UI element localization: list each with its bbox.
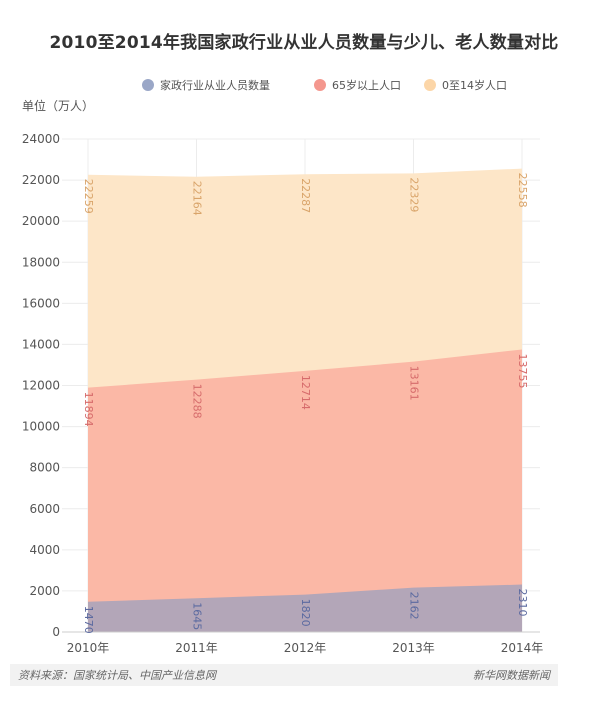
y-tick-label: 10000 <box>22 420 60 434</box>
y-tick-label: 4000 <box>29 543 60 557</box>
y-tick-label: 16000 <box>22 296 60 310</box>
data-label: 22329 <box>408 177 421 212</box>
y-tick-label: 12000 <box>22 379 60 393</box>
data-label: 22164 <box>191 181 204 216</box>
data-label: 22287 <box>299 178 312 213</box>
legend-marker <box>142 79 154 91</box>
data-label: 2310 <box>516 589 529 617</box>
data-label: 2162 <box>408 592 421 620</box>
y-tick-label: 24000 <box>22 132 60 146</box>
y-axis-title: 单位（万人） <box>22 98 94 113</box>
data-label: 13161 <box>408 366 421 401</box>
data-label: 1820 <box>299 599 312 627</box>
data-label: 11894 <box>82 392 95 427</box>
y-tick-label: 2000 <box>29 584 60 598</box>
legend-label: 0至14岁人口 <box>442 78 507 92</box>
y-tick-label: 20000 <box>22 214 60 228</box>
area-series-1 <box>88 349 522 632</box>
source-note: 资料来源：国家统计局、中国产业信息网 <box>18 669 216 682</box>
data-label: 12714 <box>299 375 312 410</box>
legend-label: 65岁以上人口 <box>332 78 401 92</box>
x-tick-label: 2014年 <box>501 641 544 655</box>
data-label: 12288 <box>191 384 204 419</box>
legend-marker <box>314 79 326 91</box>
x-tick-label: 2010年 <box>67 641 110 655</box>
y-tick-label: 0 <box>52 625 60 639</box>
data-label: 22259 <box>82 179 95 214</box>
area-chart: 22259 22164 22287 22329 22558 11894 12288 12714… <box>22 78 544 655</box>
y-tick-label: 18000 <box>22 255 60 269</box>
data-label: 13755 <box>516 353 529 388</box>
y-tick-label: 22000 <box>22 173 60 187</box>
area-series-2 <box>88 584 522 632</box>
data-label: 1645 <box>191 602 204 630</box>
legend-label: 家政行业从业人员数量 <box>160 78 270 92</box>
x-tick-label: 2013年 <box>392 641 435 655</box>
y-tick-label: 8000 <box>29 461 60 475</box>
footer-bar: 资料来源：国家统计局、中国产业信息网 新华网数据新闻 <box>10 664 558 686</box>
chart-title: 2010至2014年我国家政行业从业人员数量与少儿、老人数量对比 <box>49 33 559 53</box>
y-tick-label: 14000 <box>22 337 60 351</box>
x-tick-label: 2011年 <box>175 641 218 655</box>
legend-marker <box>424 79 436 91</box>
x-tick-label: 2012年 <box>284 641 327 655</box>
brand-label: 新华网数据新闻 <box>473 669 550 682</box>
data-label: 1470 <box>82 606 95 634</box>
y-tick-label: 6000 <box>29 502 60 516</box>
data-label: 22558 <box>516 173 529 208</box>
